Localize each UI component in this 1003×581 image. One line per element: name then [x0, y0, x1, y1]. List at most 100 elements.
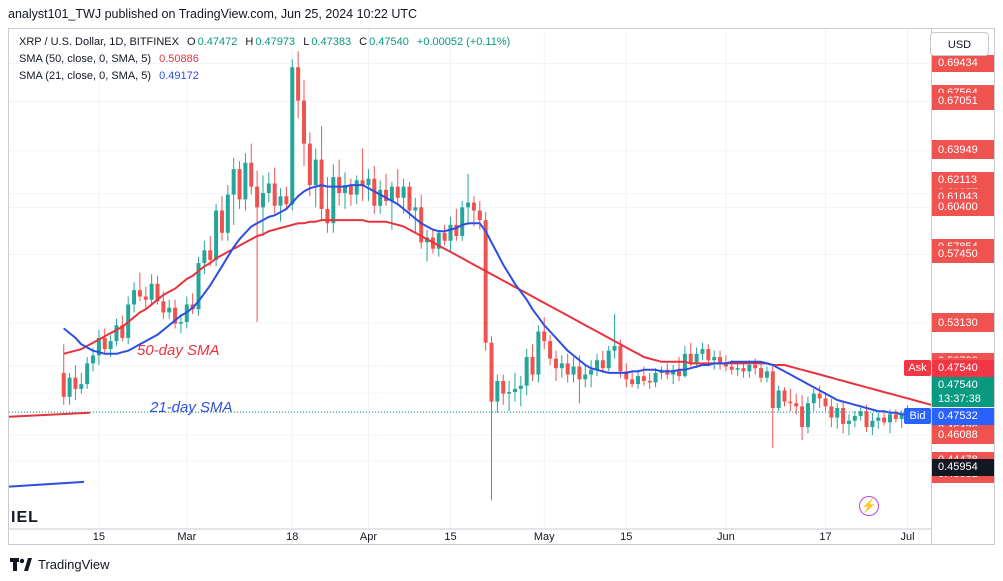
candle-body	[571, 366, 576, 375]
candle-body	[893, 414, 898, 419]
price-tick-label: 0.62113	[932, 171, 994, 189]
candle-body	[442, 232, 447, 241]
candle-body	[360, 180, 365, 186]
last-price: 0.47540	[938, 379, 978, 391]
legend-open: 0.47472	[197, 36, 238, 48]
x-tick-label: 15	[444, 531, 456, 543]
candle-body	[436, 232, 441, 249]
candle-body	[805, 403, 810, 428]
price-tick-label: 0.53130	[932, 314, 994, 332]
candle-body	[852, 415, 857, 421]
candle-body	[249, 162, 254, 187]
x-tick-label: Jun	[717, 531, 735, 543]
lightning-icon[interactable]: ⚡	[859, 496, 879, 516]
legend-sma21[interactable]: SMA (21, close, 0, SMA, 5) 0.49172	[19, 70, 199, 82]
candle-body	[255, 186, 260, 208]
price-tick-label: 0.57450	[932, 245, 994, 263]
candle-body	[589, 369, 594, 375]
candle-body	[700, 349, 705, 354]
candle-body	[553, 358, 558, 369]
candle-body	[624, 371, 629, 380]
candle-body	[196, 263, 201, 310]
price-tick-label: 0.60400	[932, 198, 994, 216]
label-21-day-sma: 21-day SMA	[150, 399, 233, 416]
candle-body	[96, 337, 101, 356]
candle-body	[559, 363, 564, 369]
candle-body	[161, 301, 166, 313]
legend-l-label: L	[303, 36, 310, 48]
legend-symbol: XRP / U.S. Dollar, 1D, BITFINEX	[19, 36, 179, 48]
candle-body	[718, 357, 723, 364]
chart-plot[interactable]: 15 Mar 18 Apr 15 May 15 Jun 17 Jul	[9, 29, 932, 545]
candle-body	[800, 406, 805, 428]
sma21-annotation-stroke	[9, 480, 85, 488]
candle-body	[677, 369, 682, 377]
candle-body	[501, 380, 506, 394]
candle-body	[882, 417, 887, 423]
candle-body	[114, 325, 119, 342]
legend-sma50[interactable]: SMA (50, close, 0, SMA, 5) 0.50886	[19, 53, 199, 65]
price-axis[interactable]: 0.694340.675640.670510.640920.639490.621…	[932, 28, 995, 545]
candle-body	[448, 224, 453, 241]
time-axis[interactable]	[8, 545, 932, 546]
x-tick-label: 15	[93, 531, 105, 543]
candle-body	[401, 186, 406, 198]
ask-price-tag: 0.47540	[932, 360, 994, 377]
candle-body	[630, 379, 635, 385]
candle-body	[530, 357, 535, 375]
candle-body	[753, 364, 758, 369]
candle-body	[284, 196, 289, 205]
bid-price-tag: 0.47532	[932, 408, 994, 425]
currency-button[interactable]: USD	[930, 32, 989, 56]
candle-body	[577, 366, 582, 380]
candle-body	[102, 337, 107, 350]
candle-body	[260, 193, 265, 208]
candle-body	[829, 406, 834, 418]
candle-body	[173, 307, 178, 324]
candle-body	[542, 331, 547, 342]
legend-ohlc: XRP / U.S. Dollar, 1D, BITFINEX O 0.47472…	[19, 36, 510, 48]
legend-c-label: C	[359, 36, 368, 48]
tradingview-logo-icon	[10, 558, 32, 571]
candle-body	[841, 407, 846, 424]
candle-body	[764, 371, 769, 378]
x-tick-label: May	[534, 531, 555, 543]
candle-body	[870, 420, 875, 428]
bid-label: Bid	[904, 408, 931, 424]
candle-body	[313, 159, 318, 186]
candle-body	[214, 210, 219, 260]
candle-body	[378, 189, 383, 206]
legend-h-label: H	[245, 36, 254, 48]
candle-body	[454, 224, 459, 237]
candle-body	[899, 413, 904, 419]
candle-body	[483, 220, 488, 343]
tradingview-logo[interactable]: TradingView	[10, 557, 110, 572]
legend-close: 0.47540	[369, 36, 409, 48]
candle-body	[202, 250, 207, 264]
candle-body	[647, 380, 652, 383]
candle-body	[91, 355, 96, 364]
candle-body	[307, 143, 312, 186]
label-50-day-sma: 50-day SMA	[137, 342, 220, 359]
candle-body	[846, 420, 851, 424]
candle-body	[835, 407, 840, 418]
candle-body	[219, 210, 224, 233]
candle-body	[636, 376, 641, 385]
candle-body	[507, 392, 512, 394]
candle-body	[776, 390, 781, 408]
candle-body	[395, 186, 400, 198]
candle-body	[419, 207, 424, 243]
chart-area[interactable]: 15 Mar 18 Apr 15 May 15 Jun 17 Jul XRP / U.S. Dol…	[8, 28, 932, 545]
candle-body	[149, 283, 154, 300]
sma21-line	[63, 184, 931, 419]
candle-body	[460, 207, 465, 237]
candle-body	[108, 341, 113, 350]
candle-body	[477, 210, 482, 221]
candle-body	[266, 183, 271, 194]
legend-sma50-value: 0.50886	[159, 53, 199, 65]
candle-body	[278, 196, 283, 206]
candle-body	[413, 207, 418, 211]
candle-body	[788, 401, 793, 404]
candle-body	[208, 250, 213, 260]
candle-body	[864, 411, 869, 428]
